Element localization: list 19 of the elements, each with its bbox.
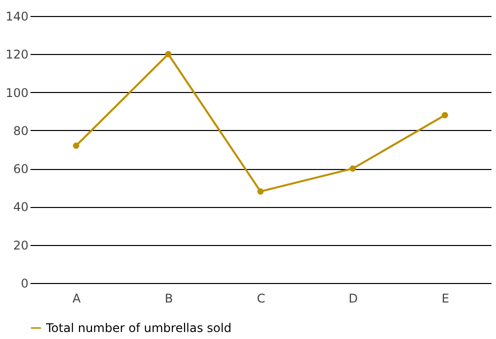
y-tick-label: 40 xyxy=(13,200,28,214)
point xyxy=(350,165,356,172)
point xyxy=(72,142,80,149)
y-tick-label: 0 xyxy=(20,276,28,290)
legend-label: Total number of umbrellas sold xyxy=(45,321,232,335)
y-tick-label: 20 xyxy=(13,238,28,252)
y-tick-label: 60 xyxy=(13,162,28,176)
y-tick-label: 120 xyxy=(6,48,28,62)
point xyxy=(257,188,264,195)
point xyxy=(442,112,448,118)
x-tick-label: A xyxy=(72,292,82,306)
x-tick-label: D xyxy=(348,292,358,306)
x-tick-label: E xyxy=(442,292,450,306)
point xyxy=(165,50,172,58)
x-tick-label: B xyxy=(164,292,173,306)
y-tick-label: 140 xyxy=(6,10,28,24)
x-tick-label: C xyxy=(256,292,266,306)
y-tick-label: 80 xyxy=(13,124,28,138)
y-tick-label: 100 xyxy=(6,86,28,100)
